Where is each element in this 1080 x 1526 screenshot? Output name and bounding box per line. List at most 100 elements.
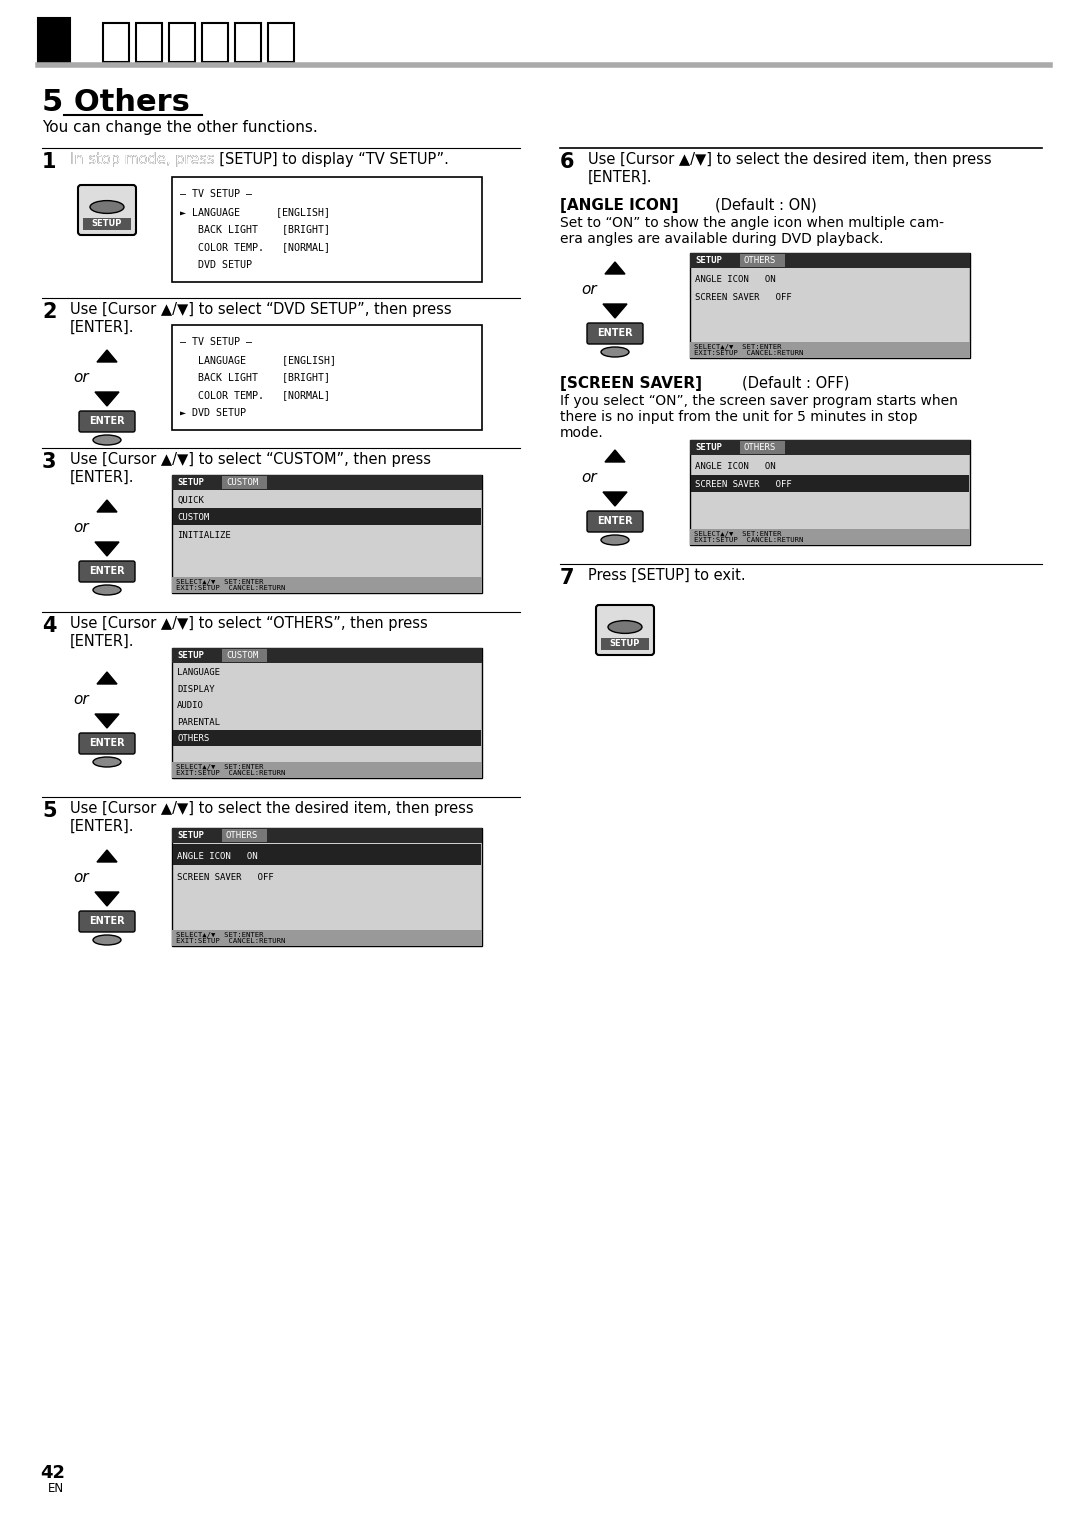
Text: or: or [581, 470, 597, 485]
Text: SELECT▲/▼  SET:ENTER: SELECT▲/▼ SET:ENTER [176, 765, 264, 771]
Text: INITIALIZE: INITIALIZE [177, 531, 231, 540]
Bar [172, 577, 482, 594]
Bar [690, 439, 970, 455]
Text: OTHERS: OTHERS [226, 832, 258, 839]
Text: SETUP: SETUP [92, 220, 122, 229]
Polygon shape [97, 501, 117, 513]
Text: EXIT:SETUP  CANCEL:RETURN: EXIT:SETUP CANCEL:RETURN [176, 584, 285, 591]
FancyBboxPatch shape [79, 410, 135, 432]
Polygon shape [605, 262, 625, 275]
Text: or: or [73, 693, 89, 708]
Text: ANGLE ICON   ON: ANGLE ICON ON [696, 275, 775, 284]
Text: 5 Others: 5 Others [42, 89, 190, 118]
Bar [172, 325, 482, 430]
FancyBboxPatch shape [596, 604, 654, 655]
FancyBboxPatch shape [79, 732, 135, 754]
Ellipse shape [600, 536, 629, 545]
Text: (Default : OFF): (Default : OFF) [742, 375, 849, 391]
FancyBboxPatch shape [78, 185, 136, 235]
Bar [222, 476, 267, 488]
Text: 4: 4 [42, 617, 56, 636]
Text: QUICK: QUICK [177, 496, 204, 505]
Text: – TV SETUP –: – TV SETUP – [180, 189, 252, 198]
Bar [136, 23, 162, 63]
FancyBboxPatch shape [588, 324, 643, 343]
Bar [740, 441, 785, 455]
Polygon shape [95, 893, 119, 906]
Polygon shape [95, 392, 119, 406]
Text: 42: 42 [40, 1463, 65, 1482]
Text: Press [SETUP] to exit.: Press [SETUP] to exit. [588, 568, 745, 583]
Bar [690, 253, 970, 359]
Bar [173, 508, 481, 525]
Bar [222, 829, 267, 842]
Text: ENTER: ENTER [90, 566, 125, 575]
Bar [235, 23, 261, 63]
Text: SELECT▲/▼  SET:ENTER: SELECT▲/▼ SET:ENTER [694, 531, 782, 537]
Text: 7: 7 [561, 568, 575, 588]
Bar [172, 177, 482, 282]
Text: Set to “ON” to show the angle icon when multiple cam-
era angles are available d: Set to “ON” to show the angle icon when … [561, 217, 944, 246]
Text: CUSTOM: CUSTOM [226, 478, 258, 487]
Ellipse shape [93, 435, 121, 446]
Text: COLOR TEMP.   [NORMAL]: COLOR TEMP. [NORMAL] [180, 391, 330, 400]
FancyBboxPatch shape [79, 911, 135, 932]
Text: – TV SETUP –: – TV SETUP – [180, 337, 252, 346]
Text: Use [Cursor ▲/▼] to select the desired item, then press
[ENTER].: Use [Cursor ▲/▼] to select the desired i… [588, 153, 991, 185]
Text: ANGLE ICON   ON: ANGLE ICON ON [177, 852, 258, 861]
Polygon shape [605, 450, 625, 462]
Bar [172, 761, 482, 778]
Text: ► LANGUAGE      [ENGLISH]: ► LANGUAGE [ENGLISH] [180, 206, 330, 217]
Text: EXIT:SETUP  CANCEL:RETURN: EXIT:SETUP CANCEL:RETURN [176, 938, 285, 945]
Text: You can change the other functions.: You can change the other functions. [42, 121, 318, 134]
Ellipse shape [93, 935, 121, 945]
Text: CUSTOM: CUSTOM [226, 652, 258, 661]
Ellipse shape [608, 621, 642, 633]
Polygon shape [97, 349, 117, 362]
Bar [172, 829, 482, 842]
FancyBboxPatch shape [588, 511, 643, 533]
Text: [ANGLE ICON]: [ANGLE ICON] [561, 198, 678, 214]
Text: SETUP: SETUP [177, 832, 204, 839]
Text: 1: 1 [42, 153, 56, 172]
Text: SELECT▲/▼  SET:ENTER: SELECT▲/▼ SET:ENTER [694, 343, 782, 349]
Text: [SCREEN SAVER]: [SCREEN SAVER] [561, 375, 702, 391]
Bar [172, 649, 482, 662]
Text: EN: EN [48, 1482, 64, 1495]
Text: ENTER: ENTER [90, 417, 125, 426]
Text: 3: 3 [42, 452, 56, 472]
Bar [268, 23, 294, 63]
Text: COLOR TEMP.   [NORMAL]: COLOR TEMP. [NORMAL] [180, 243, 330, 252]
Ellipse shape [600, 346, 629, 357]
Text: SCREEN SAVER   OFF: SCREEN SAVER OFF [696, 481, 792, 490]
Text: SCREEN SAVER   OFF: SCREEN SAVER OFF [696, 293, 792, 302]
Text: or: or [73, 520, 89, 536]
Bar [222, 649, 267, 662]
Ellipse shape [90, 200, 124, 214]
Text: or: or [73, 870, 89, 885]
Bar [690, 342, 970, 359]
Polygon shape [603, 304, 627, 317]
Text: If you select “ON”, the screen saver program starts when
there is no input from : If you select “ON”, the screen saver pro… [561, 394, 958, 441]
Text: (Default : ON): (Default : ON) [715, 198, 816, 214]
Text: Use [Cursor ▲/▼] to select “DVD SETUP”, then press
[ENTER].: Use [Cursor ▲/▼] to select “DVD SETUP”, … [70, 302, 451, 334]
Text: BACK LIGHT    [BRIGHT]: BACK LIGHT [BRIGHT] [180, 224, 330, 235]
Text: ENTER: ENTER [597, 328, 633, 337]
Text: Use [Cursor ▲/▼] to select “OTHERS”, then press
[ENTER].: Use [Cursor ▲/▼] to select “OTHERS”, the… [70, 617, 428, 649]
Text: OTHERS: OTHERS [744, 256, 777, 266]
Polygon shape [95, 542, 119, 555]
Text: In stop mode, press [SETUP] to display “TV SETUP”.: In stop mode, press [SETUP] to display “… [70, 153, 449, 166]
Text: In stop mode, press: In stop mode, press [70, 153, 219, 166]
Text: LANGUAGE: LANGUAGE [177, 668, 220, 678]
Text: ► DVD SETUP: ► DVD SETUP [180, 407, 246, 418]
Text: SCREEN SAVER   OFF: SCREEN SAVER OFF [177, 873, 273, 882]
Bar [38, 18, 70, 66]
Bar [172, 475, 482, 594]
Text: Use [Cursor ▲/▼] to select the desired item, then press
[ENTER].: Use [Cursor ▲/▼] to select the desired i… [70, 801, 474, 833]
Text: SELECT▲/▼  SET:ENTER: SELECT▲/▼ SET:ENTER [176, 578, 264, 584]
FancyBboxPatch shape [79, 562, 135, 581]
Bar [690, 530, 970, 545]
Text: SELECT▲/▼  SET:ENTER: SELECT▲/▼ SET:ENTER [176, 932, 264, 938]
Bar [83, 218, 131, 230]
Bar [690, 439, 970, 545]
